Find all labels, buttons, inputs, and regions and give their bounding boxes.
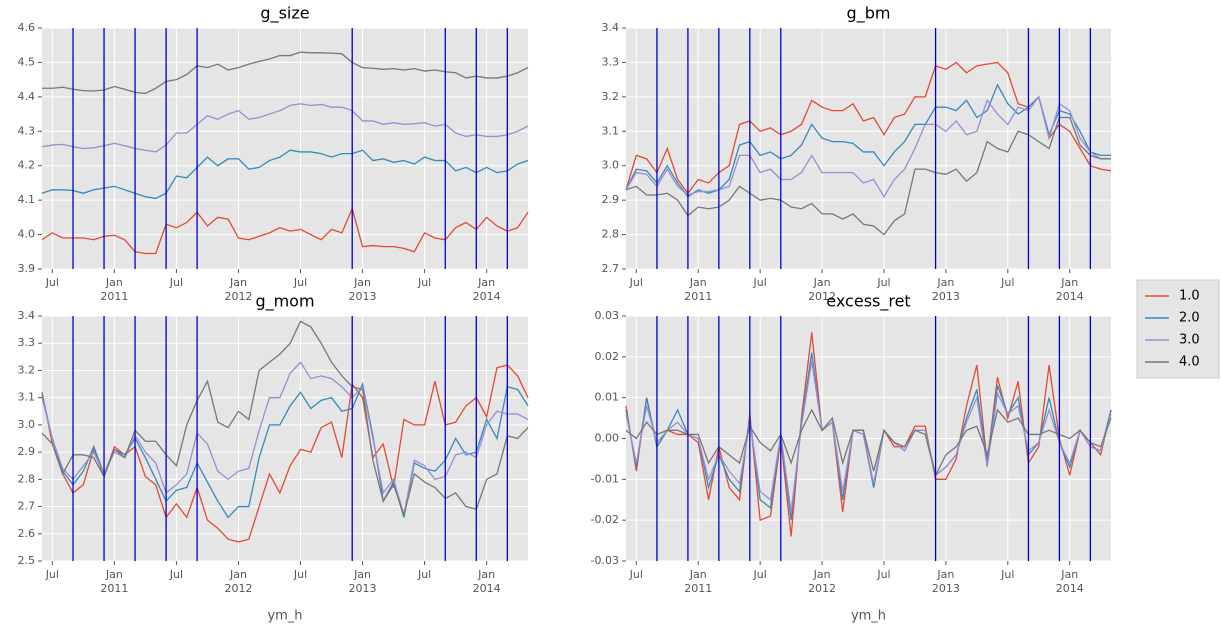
x-tick-label: Jul xyxy=(876,276,890,289)
y-tick-label: 2.5 xyxy=(18,554,36,567)
y-tick-label: 4.4 xyxy=(18,90,36,103)
x-tick-label: Jul xyxy=(417,276,431,289)
x-tick-label: Jan 2014 xyxy=(1056,568,1084,595)
x-axis-label: ym_h xyxy=(267,609,302,624)
y-tick-label: 2.8 xyxy=(18,472,36,485)
y-tick-label: 3.0 xyxy=(18,418,36,431)
x-tick-label: Jul xyxy=(876,568,890,581)
y-tick-label: -0.01 xyxy=(591,472,619,485)
y-tick-label: 4.6 xyxy=(18,21,36,34)
y-tick-label: 4.2 xyxy=(18,159,36,172)
y-tick-label: -0.03 xyxy=(591,554,619,567)
series-line xyxy=(625,95,1111,198)
y-tick-label: 3.2 xyxy=(602,90,620,103)
legend-label: 2.0 xyxy=(1179,311,1200,326)
series-line xyxy=(41,381,529,519)
x-tick-label: Jul xyxy=(293,276,307,289)
chart-title: g_mom xyxy=(255,292,314,312)
x-tick-label: Jul xyxy=(629,568,643,581)
x-tick-label: Jan 2011 xyxy=(684,276,712,303)
y-tick-label: 4.5 xyxy=(18,55,36,68)
x-tick-label: Jan 2012 xyxy=(224,568,252,595)
x-tick-label: Jul xyxy=(1000,568,1014,581)
y-tick-label: 3.4 xyxy=(18,309,36,322)
chart-title: g_size xyxy=(260,4,309,24)
x-tick-label: Jan 2013 xyxy=(349,568,377,595)
series-line xyxy=(41,103,529,153)
chart-title: g_bm xyxy=(847,4,891,24)
x-tick-label: Jan 2013 xyxy=(349,276,377,303)
x-tick-label: Jan 2013 xyxy=(932,568,960,595)
y-tick-label: 2.9 xyxy=(602,193,620,206)
y-tick-label: 3.1 xyxy=(602,124,620,137)
legend-label: 4.0 xyxy=(1179,355,1200,370)
legend-label: 1.0 xyxy=(1179,289,1200,304)
plot-background xyxy=(42,316,528,561)
chart-title: excess_ret xyxy=(826,292,910,312)
y-tick-label: 3.0 xyxy=(602,159,620,172)
y-tick-label: 0.03 xyxy=(595,309,620,322)
series-line xyxy=(42,51,529,95)
y-tick-label: 2.7 xyxy=(602,262,620,275)
x-tick-label: Jul xyxy=(417,568,431,581)
y-tick-label: 0.00 xyxy=(595,432,620,445)
y-tick-label: 2.8 xyxy=(602,228,620,241)
y-tick-label: -0.02 xyxy=(591,513,619,526)
series-line xyxy=(41,149,529,200)
x-tick-label: Jan 2012 xyxy=(224,276,252,303)
y-tick-label: 3.3 xyxy=(18,336,36,349)
x-tick-label: Jan 2011 xyxy=(100,568,128,595)
y-tick-label: 2.7 xyxy=(18,500,36,513)
x-tick-label: Jul xyxy=(169,276,183,289)
x-tick-label: Jan 2013 xyxy=(932,276,960,303)
series-line xyxy=(625,83,1111,198)
y-tick-label: 4.0 xyxy=(18,228,36,241)
y-tick-label: 3.3 xyxy=(602,55,620,68)
x-tick-label: Jul xyxy=(1000,276,1014,289)
series-line xyxy=(625,116,1111,236)
y-tick-label: 3.9 xyxy=(18,262,36,275)
series-line xyxy=(625,360,1112,513)
x-tick-label: Jul xyxy=(293,568,307,581)
x-tick-label: Jan 2014 xyxy=(473,568,501,595)
y-tick-label: 4.1 xyxy=(18,193,36,206)
x-tick-label: Jul xyxy=(169,568,183,581)
plot-background xyxy=(626,28,1111,269)
x-axis-label: ym_h xyxy=(851,609,886,624)
y-tick-label: 3.1 xyxy=(18,391,36,404)
y-tick-label: 0.01 xyxy=(595,391,620,404)
x-tick-label: Jul xyxy=(753,276,767,289)
series-line xyxy=(41,206,529,255)
x-tick-label: Jan 2012 xyxy=(808,568,836,595)
x-tick-label: Jan 2011 xyxy=(684,568,712,595)
y-tick-label: 2.9 xyxy=(18,445,36,458)
x-tick-label: Jan 2014 xyxy=(1056,276,1084,303)
x-tick-label: Jul xyxy=(629,276,643,289)
x-tick-label: Jul xyxy=(45,568,59,581)
plot-background xyxy=(42,28,528,269)
y-tick-label: 3.2 xyxy=(18,363,36,376)
x-tick-label: Jul xyxy=(753,568,767,581)
legend-box xyxy=(1136,279,1220,379)
x-tick-label: Jan 2014 xyxy=(473,276,501,303)
y-tick-label: 0.02 xyxy=(595,350,620,363)
y-tick-label: 4.3 xyxy=(18,124,36,137)
y-tick-label: 2.6 xyxy=(18,527,36,540)
series-line xyxy=(625,408,1112,478)
series-line xyxy=(41,320,529,517)
x-tick-label: Jul xyxy=(45,276,59,289)
legend-label: 3.0 xyxy=(1179,333,1200,348)
x-tick-label: Jan 2012 xyxy=(808,276,836,303)
x-tick-label: Jan 2011 xyxy=(100,276,128,303)
y-tick-label: 3.4 xyxy=(602,21,620,34)
